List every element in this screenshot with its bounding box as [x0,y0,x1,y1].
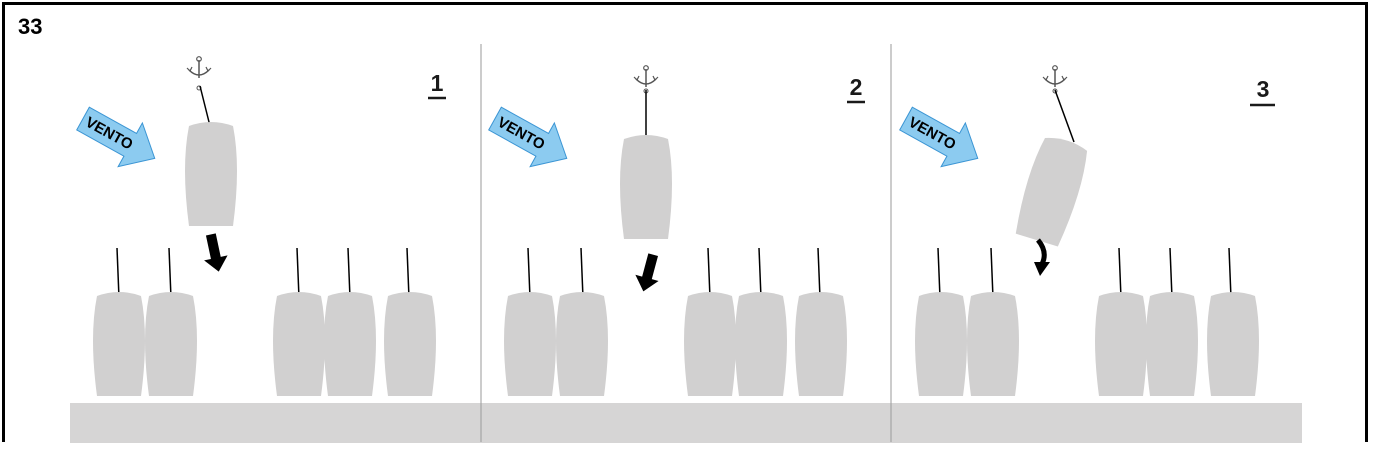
mooring-line [527,247,531,299]
mooring-line [758,247,762,299]
dock [70,403,1302,443]
moored-boat [324,292,376,396]
step-number: 1 [431,70,444,96]
anchor-line [199,85,211,127]
anchor-icon [1042,65,1068,94]
mooring-line [1169,247,1173,299]
movement-arrow [635,253,659,292]
maneuvering-boat [1011,133,1093,248]
step-number: 2 [850,74,863,100]
mooring-line [406,247,410,299]
movement-arrow [204,233,228,272]
moored-boat [556,292,608,396]
moored-boat [1207,292,1259,396]
mooring-line [296,247,300,299]
moored-boats [504,247,847,396]
mooring-line [1118,247,1122,299]
maneuvering-boat [620,135,672,239]
mooring-line [937,247,941,299]
panel-1: 1 VENTO [76,56,446,396]
moored-boat [967,292,1019,396]
wind-arrow: VENTO [488,106,568,168]
moored-boat [1095,292,1147,396]
mooring-line [580,247,584,299]
anchor-line [1054,89,1075,143]
panel-2: 2 VENTO [488,65,865,396]
moored-boat [915,292,967,396]
moored-boat [684,292,736,396]
wind-arrow: VENTO [899,106,979,168]
turning-arrow-head [1034,262,1050,276]
moored-boat [735,292,787,396]
turning-arrow [1036,238,1047,266]
figure-frame [2,2,1368,442]
moored-boat [504,292,556,396]
figure-number: 33 [18,14,43,39]
step-number: 3 [1257,76,1270,102]
anchor-icon [186,56,212,91]
mooring-line [168,247,172,299]
moored-boat [145,292,197,396]
panel-3: 3 VENTO [899,65,1275,396]
moored-boat [384,292,436,396]
moored-boats [915,247,1259,396]
maneuvering-boat [185,122,237,226]
moored-boat [273,292,325,396]
mooring-line [817,247,821,299]
moored-boat [93,292,145,396]
mooring-line [707,247,711,299]
mooring-line [990,247,994,299]
mooring-line [347,247,351,299]
moored-boats [93,247,436,396]
wind-arrow: VENTO [76,106,156,168]
anchor-icon [633,65,659,94]
mooring-line [116,247,120,299]
moored-boat [795,292,847,396]
mooring-line [1228,247,1232,299]
moored-boat [1146,292,1198,396]
